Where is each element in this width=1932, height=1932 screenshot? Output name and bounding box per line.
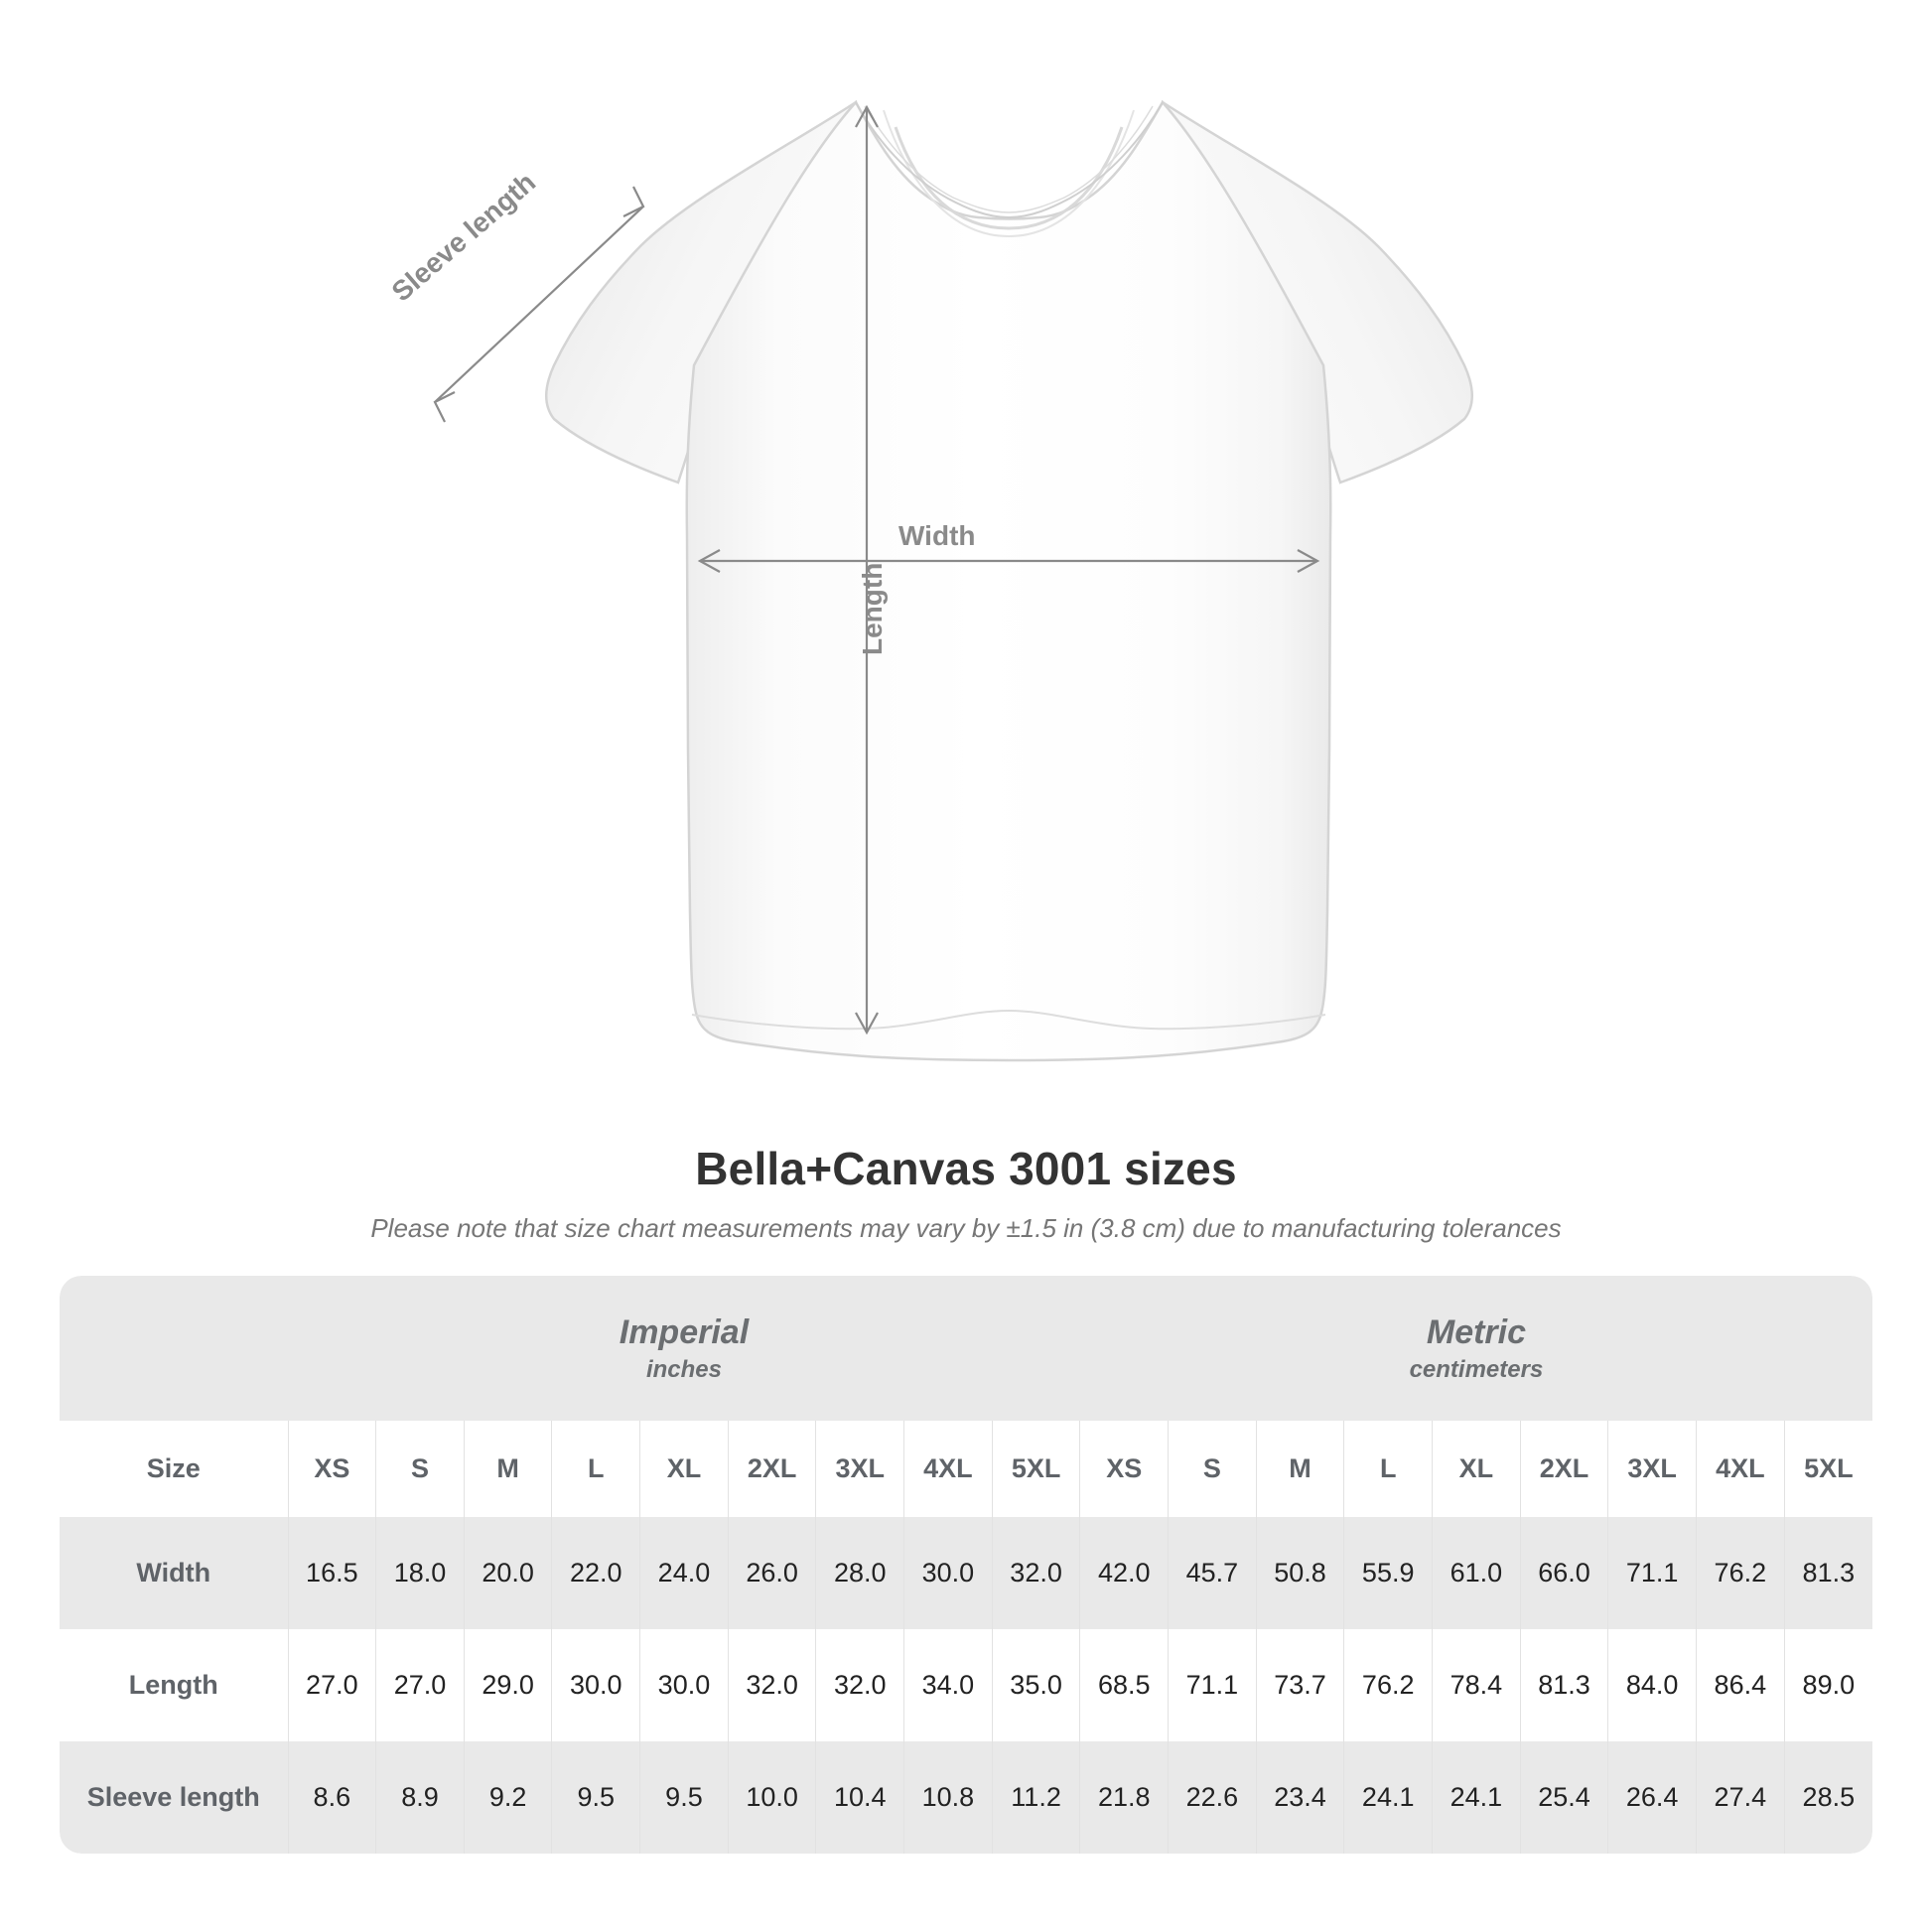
svg-text:Length: Length [857, 563, 888, 655]
svg-text:Width: Width [898, 520, 976, 551]
svg-text:Sleeve length: Sleeve length [386, 167, 542, 308]
